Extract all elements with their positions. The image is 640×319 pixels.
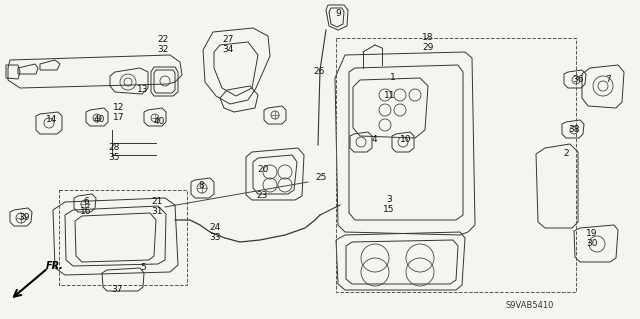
Text: 3: 3 — [386, 196, 392, 204]
Text: 35: 35 — [108, 152, 120, 161]
Text: 27: 27 — [222, 35, 234, 44]
Text: 4: 4 — [371, 136, 377, 145]
Text: 14: 14 — [46, 115, 58, 123]
Text: 23: 23 — [256, 190, 268, 199]
Text: 1: 1 — [390, 73, 396, 83]
Text: 2: 2 — [563, 149, 569, 158]
Text: 38: 38 — [568, 125, 580, 135]
Text: 25: 25 — [316, 174, 326, 182]
Text: 6: 6 — [83, 197, 89, 206]
Bar — [59, 190, 187, 285]
Text: 28: 28 — [108, 143, 120, 152]
Text: 39: 39 — [19, 213, 29, 222]
Text: 9: 9 — [335, 10, 341, 19]
Text: 30: 30 — [586, 239, 598, 248]
Text: 34: 34 — [222, 46, 234, 55]
Text: 22: 22 — [157, 35, 168, 44]
Text: 37: 37 — [111, 286, 123, 294]
Text: 32: 32 — [157, 46, 169, 55]
Text: 26: 26 — [314, 68, 324, 77]
Text: 5: 5 — [140, 263, 146, 271]
Text: 36: 36 — [572, 76, 584, 85]
Text: 11: 11 — [384, 91, 396, 100]
Text: 8: 8 — [198, 181, 204, 189]
Text: S9VAB5410: S9VAB5410 — [506, 300, 554, 309]
Text: 17: 17 — [113, 114, 125, 122]
Text: 12: 12 — [113, 103, 125, 113]
Text: 15: 15 — [383, 205, 395, 214]
Text: 24: 24 — [209, 224, 221, 233]
Text: 21: 21 — [151, 197, 163, 206]
Text: 13: 13 — [137, 85, 148, 93]
Text: 7: 7 — [605, 76, 611, 85]
Bar — [336, 38, 576, 292]
Text: 20: 20 — [257, 166, 269, 174]
Text: 16: 16 — [80, 207, 92, 217]
Text: 29: 29 — [422, 43, 434, 53]
Text: 40: 40 — [93, 115, 105, 124]
Text: 33: 33 — [209, 234, 221, 242]
Text: FR.: FR. — [46, 261, 64, 271]
Text: 18: 18 — [422, 33, 434, 42]
Text: 10: 10 — [400, 136, 412, 145]
Text: 31: 31 — [151, 207, 163, 217]
Text: 40: 40 — [154, 117, 164, 127]
Text: 19: 19 — [586, 228, 598, 238]
